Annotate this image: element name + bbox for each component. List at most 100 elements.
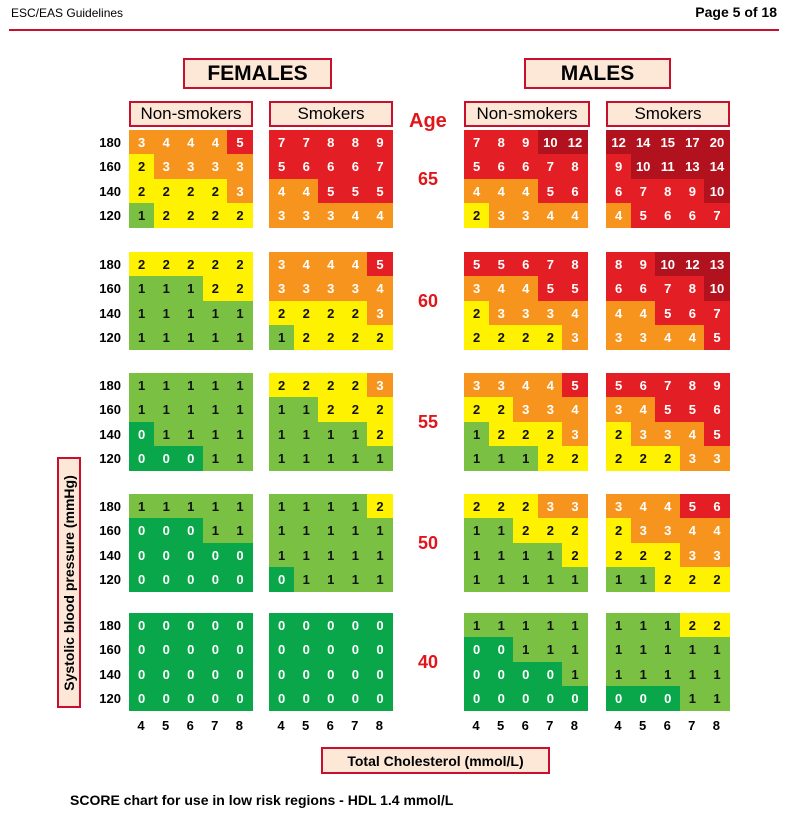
score-cell-females-smokers-age-40: 0	[367, 637, 393, 663]
score-cell-males-smokers-age-60: 4	[655, 324, 681, 350]
score-cell-females-smokers-age-65: 7	[269, 130, 295, 155]
sbp-tick-label: 180	[99, 618, 121, 633]
score-cell-females-smokers-age-60: 3	[342, 276, 368, 302]
score-cell-females-smokers-age-65: 8	[318, 130, 344, 155]
score-cell-females-smokers-age-50: 1	[293, 494, 319, 519]
score-cell-males-smokers-age-60: 13	[704, 252, 730, 277]
score-cell-females-smokers-age-60: 1	[269, 324, 295, 350]
score-cell-females-smokers-age-50: 1	[342, 518, 368, 544]
score-cell-females-non-smokers-age-65: 3	[202, 154, 228, 180]
score-cell-males-non-smokers-age-50: 2	[562, 518, 588, 544]
score-cell-males-smokers-age-40: 1	[630, 661, 656, 687]
score-cell-males-smokers-age-50: 2	[606, 518, 632, 544]
sbp-tick-label: 180	[99, 135, 121, 150]
score-cell-females-non-smokers-age-55: 0	[129, 445, 155, 471]
score-cell-males-non-smokers-age-40: 0	[488, 685, 514, 711]
score-cell-females-smokers-age-55: 1	[269, 421, 295, 447]
sbp-tick-label: 160	[99, 523, 121, 539]
score-cell-females-non-smokers-age-40: 0	[202, 613, 228, 638]
score-cell-females-smokers-age-60: 2	[293, 300, 319, 326]
score-cell-females-smokers-age-50: 1	[293, 518, 319, 544]
sbp-tick-label: 120	[99, 329, 121, 345]
score-cell-females-non-smokers-age-65: 1	[129, 202, 155, 228]
score-cell-males-non-smokers-age-55: 2	[488, 397, 514, 423]
score-cell-females-non-smokers-age-55: 1	[178, 421, 204, 447]
score-cell-males-smokers-age-40: 0	[655, 685, 681, 711]
score-cell-females-non-smokers-age-40: 0	[202, 661, 228, 687]
score-cell-males-smokers-age-55: 6	[704, 397, 730, 423]
females-label: FEMALES	[183, 58, 332, 89]
score-cell-females-smokers-age-60: 5	[367, 252, 393, 277]
score-cell-males-smokers-age-65: 7	[704, 202, 730, 228]
score-cell-females-smokers-age-50: 2	[367, 494, 393, 519]
score-cell-females-non-smokers-age-40: 0	[129, 637, 155, 663]
score-cell-females-smokers-age-60: 2	[293, 324, 319, 350]
score-cell-females-non-smokers-age-40: 0	[178, 685, 204, 711]
score-cell-females-non-smokers-age-40: 0	[129, 685, 155, 711]
score-cell-males-non-smokers-age-65: 4	[513, 178, 539, 204]
score-cell-males-smokers-age-60: 4	[679, 324, 705, 350]
score-cell-males-non-smokers-age-40: 0	[562, 685, 588, 711]
score-cell-males-non-smokers-age-60: 2	[464, 300, 490, 326]
score-cell-males-smokers-age-55: 3	[655, 421, 681, 447]
score-cell-males-non-smokers-age-60: 5	[562, 276, 588, 302]
score-cell-females-smokers-age-40: 0	[293, 685, 319, 711]
score-cell-males-non-smokers-age-50: 1	[488, 566, 514, 592]
score-cell-males-non-smokers-age-65: 7	[537, 154, 563, 180]
score-cell-males-smokers-age-65: 7	[630, 178, 656, 204]
score-cell-males-non-smokers-age-55: 4	[513, 373, 539, 398]
score-cell-females-non-smokers-age-65: 5	[227, 130, 253, 155]
cholesterol-tick-label: 8	[712, 718, 720, 733]
score-cell-males-smokers-age-55: 5	[655, 397, 681, 423]
score-cell-females-non-smokers-age-50: 1	[129, 494, 155, 519]
score-cell-females-non-smokers-age-50: 0	[129, 566, 155, 592]
score-cell-females-smokers-age-55: 2	[367, 421, 393, 447]
score-cell-males-non-smokers-age-50: 1	[488, 542, 514, 568]
score-cell-females-non-smokers-age-60: 1	[202, 324, 228, 350]
score-cell-females-smokers-age-50: 1	[269, 542, 295, 568]
cholesterol-tick-label: 8	[570, 718, 578, 733]
score-cell-males-smokers-age-60: 7	[655, 276, 681, 302]
score-cell-females-smokers-age-50: 1	[269, 494, 295, 519]
score-cell-females-non-smokers-age-55: 1	[227, 421, 253, 447]
cholesterol-tick-label: 4	[277, 718, 285, 733]
age-label: 55	[417, 411, 439, 432]
score-cell-females-smokers-age-40: 0	[293, 613, 319, 638]
score-cell-females-non-smokers-age-65: 2	[178, 202, 204, 228]
score-cell-females-smokers-age-65: 4	[293, 178, 319, 204]
score-cell-females-non-smokers-age-40: 0	[153, 661, 179, 687]
score-cell-females-smokers-age-40: 0	[318, 637, 344, 663]
score-cell-males-non-smokers-age-65: 3	[488, 202, 514, 228]
score-cell-males-smokers-age-50: 2	[606, 542, 632, 568]
header-source: ESC/EAS Guidelines	[11, 6, 124, 20]
score-cell-males-smokers-age-65: 12	[606, 130, 632, 155]
score-cell-females-non-smokers-age-55: 1	[178, 397, 204, 423]
score-cell-females-non-smokers-age-60: 2	[153, 252, 179, 277]
score-cell-females-non-smokers-age-55: 1	[227, 373, 253, 398]
score-cell-males-smokers-age-65: 14	[704, 154, 730, 180]
score-cell-females-smokers-age-55: 1	[293, 397, 319, 423]
score-cell-females-non-smokers-age-40: 0	[227, 685, 253, 711]
score-cell-males-smokers-age-60: 5	[655, 300, 681, 326]
score-cell-males-smokers-age-40: 1	[679, 637, 705, 663]
score-cell-females-non-smokers-age-40: 0	[129, 613, 155, 638]
score-cell-males-non-smokers-age-40: 1	[488, 613, 514, 638]
score-cell-males-smokers-age-55: 3	[679, 445, 705, 471]
score-cell-females-non-smokers-age-65: 2	[153, 202, 179, 228]
score-cell-males-smokers-age-50: 3	[704, 542, 730, 568]
score-cell-females-non-smokers-age-40: 0	[129, 661, 155, 687]
score-cell-females-non-smokers-age-60: 2	[202, 252, 228, 277]
score-cell-males-smokers-age-65: 14	[630, 130, 656, 155]
score-cell-females-non-smokers-age-55: 1	[202, 397, 228, 423]
score-cell-males-non-smokers-age-65: 9	[513, 130, 539, 155]
score-cell-males-non-smokers-age-50: 1	[513, 542, 539, 568]
score-cell-males-smokers-age-60: 12	[679, 252, 705, 277]
score-cell-males-non-smokers-age-55: 2	[513, 421, 539, 447]
score-cell-females-non-smokers-age-65: 2	[153, 178, 179, 204]
score-cell-males-smokers-age-65: 4	[606, 202, 632, 228]
score-cell-females-non-smokers-age-50: 0	[202, 542, 228, 568]
cholesterol-tick-label: 6	[326, 718, 334, 733]
score-cell-males-smokers-age-40: 1	[606, 637, 632, 663]
score-cell-females-non-smokers-age-65: 2	[202, 178, 228, 204]
score-cell-males-non-smokers-age-40: 0	[537, 685, 563, 711]
